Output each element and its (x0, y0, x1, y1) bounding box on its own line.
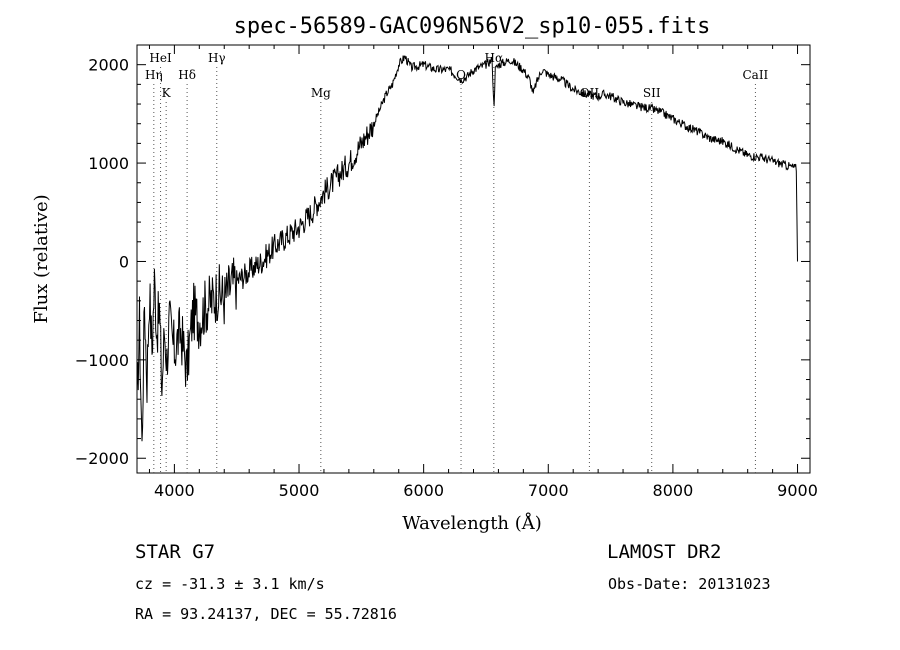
y-tick-label: −2000 (75, 449, 129, 468)
line-marker-label: Hη (145, 68, 163, 82)
y-tick-label: 2000 (88, 56, 129, 75)
coordinates: RA = 93.24137, DEC = 55.72816 (135, 605, 397, 623)
x-tick-label: 9000 (777, 481, 818, 500)
survey-name: LAMOST DR2 (607, 541, 722, 563)
x-tick-label: 5000 (279, 481, 320, 500)
axis-ticks: 4000 5000 6000 7000 8000 9000 −2000 −1000 0 1000 2… (75, 44, 818, 500)
y-axis-label: Flux (relative) (31, 194, 52, 323)
spectrum-line (136, 55, 798, 442)
line-marker-label: O (456, 68, 466, 82)
plot-frame (136, 44, 811, 474)
x-tick-label: 6000 (403, 481, 444, 500)
line-marker-label: SII (643, 86, 661, 100)
line-marker-label: CaII (742, 68, 768, 82)
line-marker-label: Hα (485, 51, 504, 65)
x-tick-label: 7000 (528, 481, 569, 500)
object-class: STAR G7 (135, 541, 216, 563)
line-marker-label: Hδ (178, 68, 196, 82)
line-marker-label: HeI (149, 51, 172, 65)
observation-date: Obs-Date: 20131023 (608, 575, 771, 593)
line-marker-label: Hγ (208, 51, 226, 65)
x-tick-label: 8000 (653, 481, 694, 500)
x-tick-label: 4000 (154, 481, 195, 500)
line-marker-label: Mg (311, 86, 331, 100)
line-marker-label: K (162, 86, 172, 100)
y-tick-label: 0 (119, 252, 129, 271)
y-tick-label: −1000 (75, 351, 129, 370)
x-axis-label: Wavelength (Å) (402, 512, 542, 534)
redshift-velocity: cz = -31.3 ± 3.1 km/s (135, 575, 325, 593)
chart-title: spec-56589-GAC096N56V2_sp10-055.fits (234, 14, 711, 39)
y-tick-label: 1000 (88, 154, 129, 173)
